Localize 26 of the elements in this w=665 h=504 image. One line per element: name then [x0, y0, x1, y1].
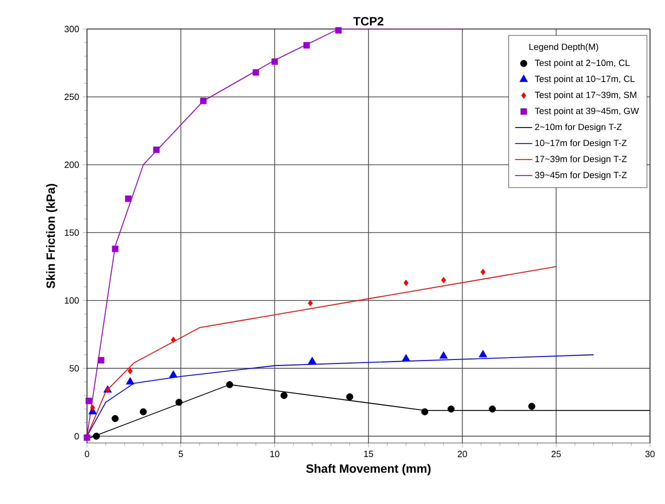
- y-tick-label: 100: [64, 297, 79, 304]
- legend-label: 10~17m for Design T-Z: [535, 140, 627, 148]
- y-axis-title: Skin Friction (kPa): [46, 184, 58, 288]
- legend-label: 17~39m for Design T-Z: [535, 156, 627, 164]
- y-tick-label: 150: [64, 229, 79, 236]
- y-tick-label: 250: [64, 94, 79, 100]
- x-tick-label: 0: [84, 450, 90, 458]
- y-tick-label: 300: [64, 26, 79, 32]
- legend-title: Legend Depth(M): [529, 43, 598, 52]
- y-tick-label: 200: [64, 162, 79, 168]
- x-tick-label: 15: [364, 450, 374, 458]
- legend-label: 39~45m for Design T-Z: [535, 172, 627, 180]
- legend-label: Test point at 10~17m, CL: [534, 75, 635, 84]
- legend-label: Test point at 39~45m, GW: [534, 107, 639, 116]
- x-tick-label: 30: [645, 450, 655, 458]
- legend-label: Test point at 17~39m, SM: [534, 91, 636, 100]
- y-tick-label: 50: [70, 365, 79, 372]
- y-tick-label: 0: [74, 433, 79, 440]
- legend-label: Test point at 2~10m, CL: [534, 59, 630, 68]
- x-tick-label: 20: [458, 450, 467, 458]
- chart-title: TCP2: [353, 16, 384, 26]
- x-axis-title: Shaft Movement (mm): [306, 464, 431, 476]
- x-tick-label: 5: [178, 450, 183, 458]
- x-tick-label: 10: [270, 450, 280, 458]
- x-tick-label: 25: [552, 450, 561, 458]
- legend-label: 2~10m for Design T-Z: [535, 124, 622, 132]
